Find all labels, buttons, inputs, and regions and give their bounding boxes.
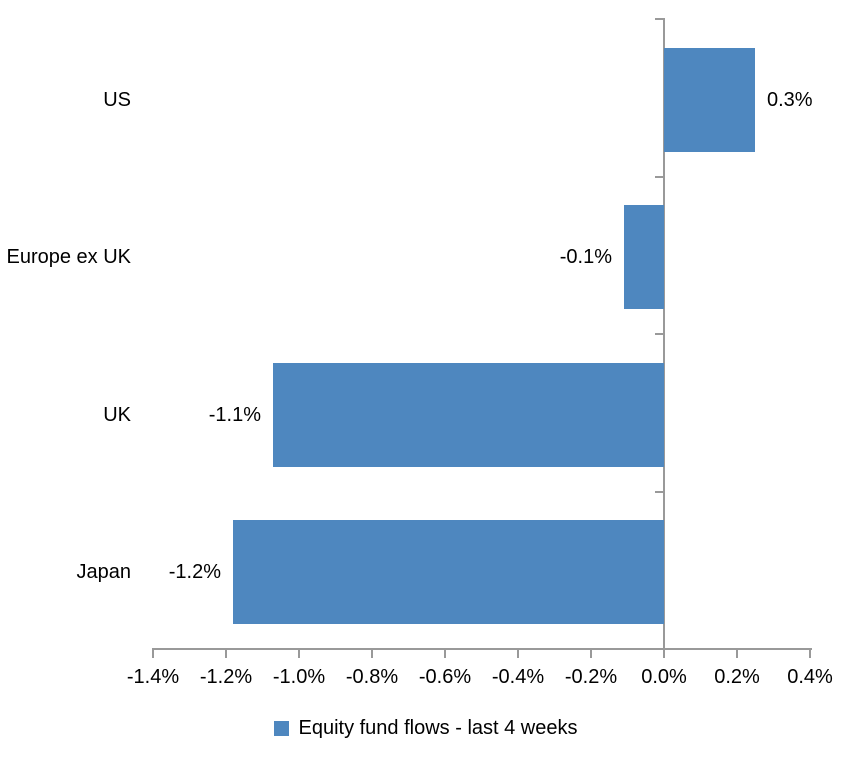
- legend-label: Equity fund flows - last 4 weeks: [298, 717, 578, 739]
- value-axis-line: [153, 648, 812, 650]
- value-axis-tick: [663, 648, 665, 658]
- value-axis-tick-label: 0.2%: [714, 666, 760, 688]
- value-label-europe-ex-uk: -0.1%: [559, 246, 612, 268]
- value-axis-tick: [371, 648, 373, 658]
- value-axis-tick: [736, 648, 738, 658]
- category-axis-tick: [655, 18, 663, 20]
- bar-us: [664, 48, 755, 152]
- value-axis-tick: [517, 648, 519, 658]
- value-axis-tick-label: -1.0%: [272, 666, 326, 688]
- legend-swatch-icon: [274, 720, 290, 736]
- category-axis-tick: [655, 176, 663, 178]
- category-label-uk: UK: [103, 404, 131, 426]
- value-axis-tick-label: -1.2%: [199, 666, 253, 688]
- bar-uk: [273, 363, 664, 467]
- value-label-japan: -1.2%: [168, 561, 221, 583]
- value-axis-tick-label: 0.4%: [787, 666, 833, 688]
- value-axis-tick-label: -0.4%: [491, 666, 545, 688]
- value-axis-tick-label: -0.2%: [564, 666, 618, 688]
- value-axis-tick: [809, 648, 811, 658]
- category-label-us: US: [103, 89, 131, 111]
- value-label-uk: -1.1%: [208, 404, 261, 426]
- value-axis-tick: [444, 648, 446, 658]
- value-axis-tick: [225, 648, 227, 658]
- value-axis-tick-label: -0.6%: [418, 666, 472, 688]
- category-label-japan: Japan: [76, 561, 132, 583]
- bar-europe-ex-uk: [624, 205, 664, 309]
- category-axis-line: [663, 18, 665, 650]
- value-axis-tick: [298, 648, 300, 658]
- category-axis-tick: [655, 491, 663, 493]
- value-axis-tick-label: -0.8%: [345, 666, 399, 688]
- legend: Equity fund flows - last 4 weeks: [0, 715, 852, 741]
- value-axis-tick: [590, 648, 592, 658]
- value-label-us: 0.3%: [767, 89, 813, 111]
- category-label-europe-ex-uk: Europe ex UK: [6, 246, 131, 268]
- category-axis-tick: [655, 333, 663, 335]
- value-axis-tick-label: 0.0%: [641, 666, 687, 688]
- value-axis-tick-label: -1.4%: [126, 666, 180, 688]
- bar-japan: [233, 520, 664, 624]
- value-axis-tick: [152, 648, 154, 658]
